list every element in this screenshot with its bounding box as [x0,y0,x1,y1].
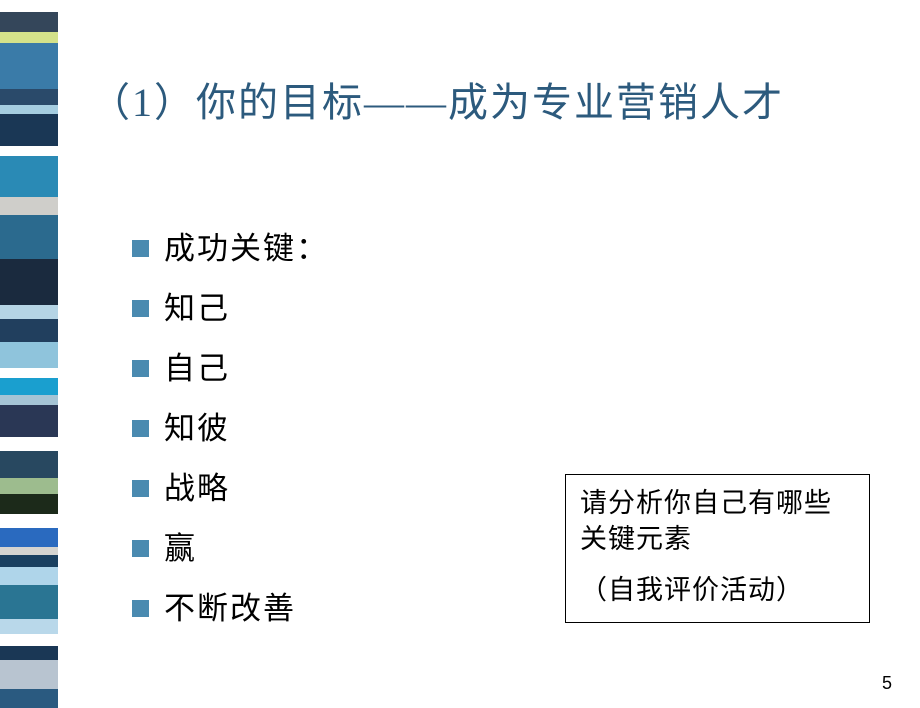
bullet-text: 成功关键： [164,223,329,268]
bullet-text: 自己 [164,343,230,388]
bullet-marker-icon [132,420,149,437]
bar-segment [0,342,58,368]
bar-segment [0,405,58,437]
bar-segment [0,259,58,304]
bullet-item: 知彼 [132,403,900,448]
bar-segment [0,555,58,567]
bar-segment [0,646,58,660]
bullet-text: 知彼 [164,403,230,448]
bullet-marker-icon [132,540,149,557]
bar-segment [0,0,58,12]
bar-segment [0,547,58,555]
decorative-sidebar [0,0,58,708]
callout-box: 请分析你自己有哪些关键元素 （自我评价活动） [565,474,870,623]
bar-segment [0,197,58,215]
bar-segment [0,437,58,451]
bar-segment [0,478,58,494]
bullet-item: 自己 [132,343,900,388]
bar-segment [0,619,58,634]
bar-segment [0,105,58,115]
bullet-marker-icon [132,300,149,317]
bar-segment [0,514,58,528]
bar-segment [0,43,58,88]
bar-segment [0,32,58,44]
bullet-text: 知己 [164,283,230,328]
bullet-item: 成功关键： [132,223,900,268]
bar-segment [0,146,58,156]
bar-segment [0,215,58,259]
bar-segment [0,319,58,343]
slide-title: （1）你的目标——成为专业营销人才 [80,70,900,128]
callout-line-1: 请分析你自己有哪些关键元素 [580,485,855,558]
bar-segment [0,12,58,32]
bar-segment [0,368,58,378]
bullet-marker-icon [132,240,149,257]
bar-segment [0,689,58,708]
bullet-marker-icon [132,600,149,617]
bar-segment [0,634,58,646]
bar-segment [0,395,58,405]
bullet-text: 不断改善 [164,583,296,628]
bar-segment [0,494,58,514]
bullet-item: 知己 [132,283,900,328]
bar-segment [0,156,58,197]
bullet-text: 赢 [164,523,197,568]
bar-segment [0,378,58,396]
bullet-marker-icon [132,360,149,377]
bullet-marker-icon [132,480,149,497]
bullet-text: 战略 [164,463,230,508]
bar-segment [0,567,58,585]
bar-segment [0,305,58,319]
bar-segment [0,528,58,548]
bar-segment [0,660,58,690]
bar-segment [0,114,58,146]
callout-line-2: （自我评价活动） [580,572,855,608]
bar-segment [0,89,58,105]
page-number: 5 [882,673,892,694]
bar-segment [0,585,58,620]
bar-segment [0,451,58,479]
